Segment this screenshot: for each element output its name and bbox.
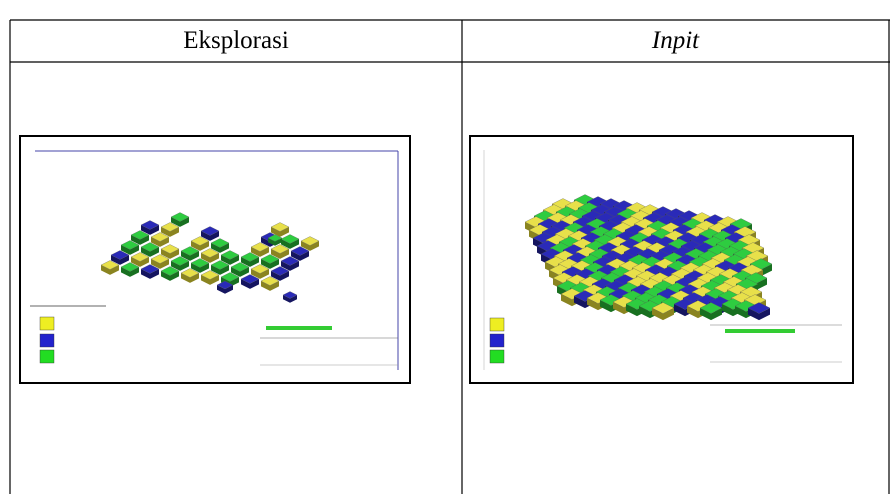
table-grid [0, 0, 891, 494]
column-header: Eksplorasi [10, 20, 462, 62]
column-header: Inpit [462, 20, 889, 62]
page: Eksplorasi Inpit [0, 0, 891, 494]
